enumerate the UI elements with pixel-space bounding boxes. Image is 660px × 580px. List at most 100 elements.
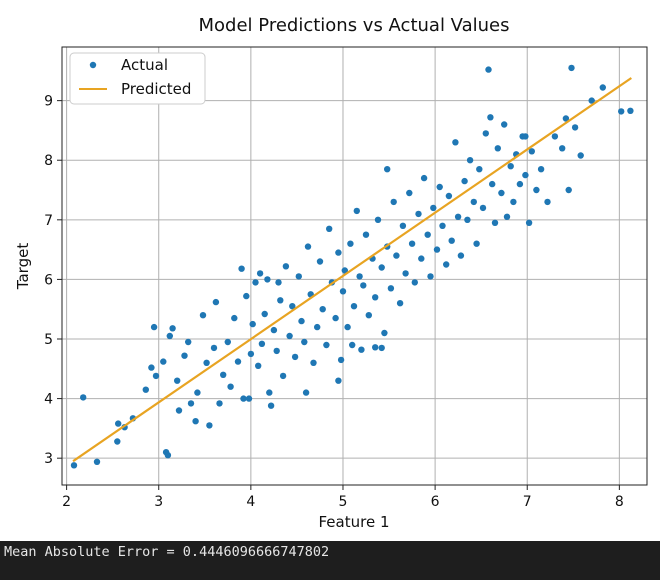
scatter-point	[267, 402, 275, 409]
scatter-point	[466, 157, 474, 164]
scatter-point	[70, 462, 78, 469]
scatter-point	[384, 166, 391, 173]
scatter-point	[212, 298, 220, 306]
scatter-point	[216, 400, 223, 407]
scatter-point	[402, 270, 409, 277]
scatter-point	[270, 326, 278, 334]
scatter-point	[319, 306, 326, 313]
scatter-point	[378, 264, 385, 271]
scatter-point	[344, 323, 351, 331]
scatter-point	[454, 213, 462, 220]
scatter-point	[277, 297, 284, 304]
scatter-point	[618, 108, 625, 115]
scatter-point	[568, 64, 575, 72]
scatter-point	[234, 358, 242, 365]
scatter-point	[187, 400, 195, 407]
scatter-point	[387, 285, 395, 292]
scatter-point	[323, 341, 330, 349]
chart-figure: 2 3 4 5 6 7 8 3 4 5 6 7 8 9 Model Predictions vs Actu…	[0, 0, 660, 541]
scatter-point	[358, 346, 365, 353]
scatter-point	[282, 263, 290, 270]
scatter-point	[482, 130, 489, 137]
scatter-point	[430, 204, 437, 212]
scatter-point	[169, 325, 176, 332]
scatter-point	[522, 133, 529, 140]
legend-label-predicted: Predicted	[121, 80, 191, 98]
scatter-point	[206, 422, 213, 429]
scatter-point	[341, 267, 348, 274]
scatter-point	[337, 356, 345, 364]
scatter-point	[220, 371, 227, 378]
scatter-point	[335, 249, 342, 256]
scatter-point	[476, 166, 483, 173]
scatter-point	[448, 237, 455, 244]
scatter-point	[516, 180, 524, 188]
scatter-point	[627, 107, 634, 115]
scatter-point	[487, 114, 494, 121]
scatter-point	[291, 353, 299, 361]
scatter-point	[418, 255, 425, 262]
scatter-point	[332, 314, 339, 322]
scatter-point	[114, 438, 121, 445]
scatter-point	[185, 338, 192, 346]
scatter-point	[80, 394, 87, 401]
scatter-point	[273, 347, 280, 355]
scatter-point	[349, 341, 356, 349]
scatter-point	[562, 115, 570, 122]
scatter-point	[192, 418, 199, 425]
x-tick-label: 2	[62, 494, 71, 510]
scatter-point	[599, 84, 606, 91]
scatter-point	[577, 152, 584, 159]
scatter-point	[537, 166, 545, 173]
scatter-point	[424, 231, 431, 238]
scatter-point	[551, 133, 559, 140]
scatter-point	[436, 183, 443, 191]
x-tick-label: 4	[246, 494, 255, 510]
scatter-point	[360, 282, 367, 289]
chart-svg: 2 3 4 5 6 7 8 3 4 5 6 7 8 9 Model Predictions vs Actu…	[14, 15, 648, 531]
chart-title: Model Predictions vs Actual Values	[199, 15, 510, 36]
scatter-point	[461, 177, 468, 185]
scatter-point	[559, 145, 566, 152]
scatter-point	[142, 386, 149, 393]
scatter-point	[252, 279, 259, 286]
scatter-point	[365, 312, 372, 319]
scatter-point	[210, 344, 218, 352]
scatter-point	[255, 362, 262, 369]
scatter-point	[194, 389, 201, 396]
scatter-point	[588, 97, 595, 104]
scatter-point	[298, 317, 305, 325]
scatter-point	[445, 192, 453, 200]
legend-box	[69, 52, 206, 105]
scatter-point	[528, 148, 535, 155]
x-tick-label: 3	[154, 494, 163, 510]
scatter-point	[399, 222, 407, 229]
scatter-point	[261, 310, 268, 318]
scatter-point	[174, 377, 181, 384]
scatter-point	[224, 338, 231, 346]
scatter-point	[231, 314, 238, 322]
scatter-point	[175, 407, 183, 414]
console-output: Mean Absolute Error = 0.4446096666747802	[0, 541, 660, 580]
scatter-point	[302, 389, 310, 396]
x-tick-label: 6	[431, 494, 440, 510]
scatter-point	[227, 383, 234, 390]
y-tick-label: 3	[44, 451, 53, 467]
y-tick-label: 8	[44, 153, 53, 169]
scatter-point	[470, 198, 477, 206]
scatter-point	[150, 323, 158, 331]
scatter-point	[393, 252, 400, 259]
scatter-point	[238, 265, 245, 272]
scatter-point	[362, 231, 370, 238]
scatter-point	[507, 163, 514, 170]
y-tick-label: 6	[44, 272, 53, 288]
plot-frame	[61, 46, 648, 486]
scatter-point	[396, 300, 404, 307]
scatter-point	[406, 189, 413, 197]
scatter-point	[164, 452, 172, 459]
scatter-point	[420, 174, 428, 182]
scatter-point	[350, 303, 358, 310]
y-tick-label: 5	[44, 332, 53, 348]
scatter-point	[464, 216, 471, 223]
scatter-point	[485, 66, 492, 73]
